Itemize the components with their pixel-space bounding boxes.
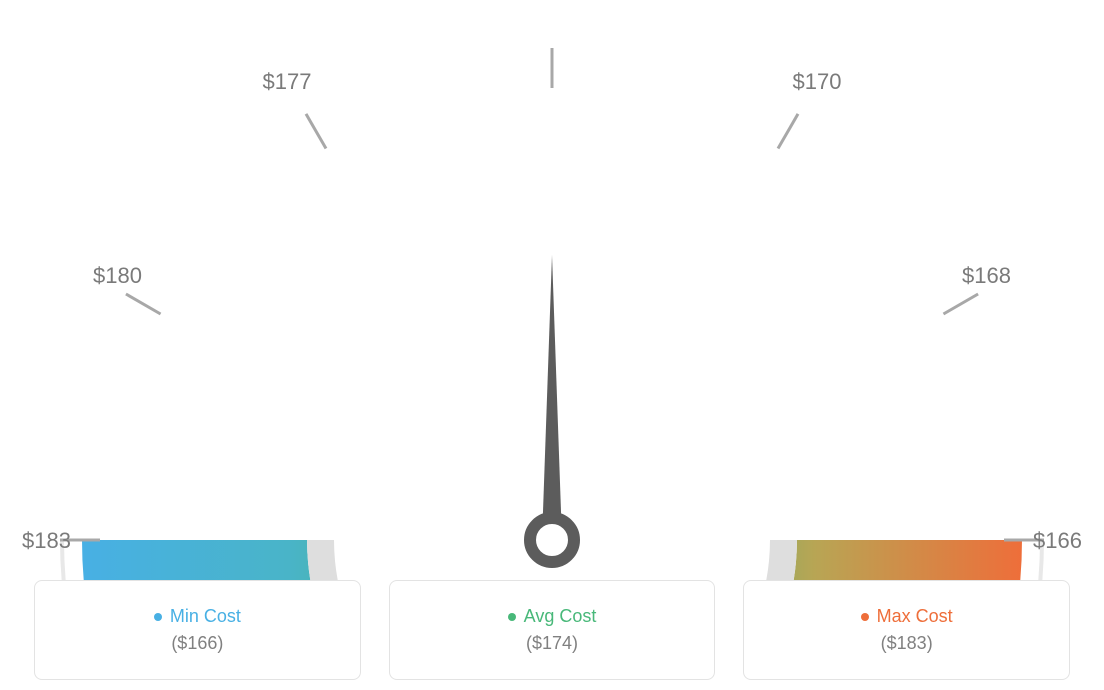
legend-label-max: Max Cost: [877, 606, 953, 627]
svg-text:$177: $177: [263, 69, 312, 94]
svg-text:$174: $174: [528, 20, 577, 23]
legend-row: Min Cost ($166) Avg Cost ($174) Max Cost…: [0, 580, 1104, 680]
legend-card-avg: Avg Cost ($174): [389, 580, 716, 680]
gauge-svg: $166 $168 $170 $174 $177 $180 $183: [0, 20, 1104, 580]
legend-label-avg: Avg Cost: [524, 606, 597, 627]
legend-dot-avg: [508, 613, 516, 621]
svg-text:$168: $168: [962, 263, 1011, 288]
svg-text:$170: $170: [793, 69, 842, 94]
legend-dot-min: [154, 613, 162, 621]
svg-text:$183: $183: [22, 528, 71, 553]
legend-min-label-row: Min Cost: [154, 606, 241, 627]
legend-dot-max: [861, 613, 869, 621]
svg-text:$166: $166: [1033, 528, 1082, 553]
legend-label-min: Min Cost: [170, 606, 241, 627]
legend-value-max: ($183): [881, 633, 933, 654]
gauge-chart: $166 $168 $170 $174 $177 $180 $183: [0, 0, 1104, 570]
legend-card-max: Max Cost ($183): [743, 580, 1070, 680]
svg-text:$180: $180: [93, 263, 142, 288]
legend-max-label-row: Max Cost: [861, 606, 953, 627]
legend-avg-label-row: Avg Cost: [508, 606, 597, 627]
legend-card-min: Min Cost ($166): [34, 580, 361, 680]
legend-value-min: ($166): [171, 633, 223, 654]
legend-value-avg: ($174): [526, 633, 578, 654]
